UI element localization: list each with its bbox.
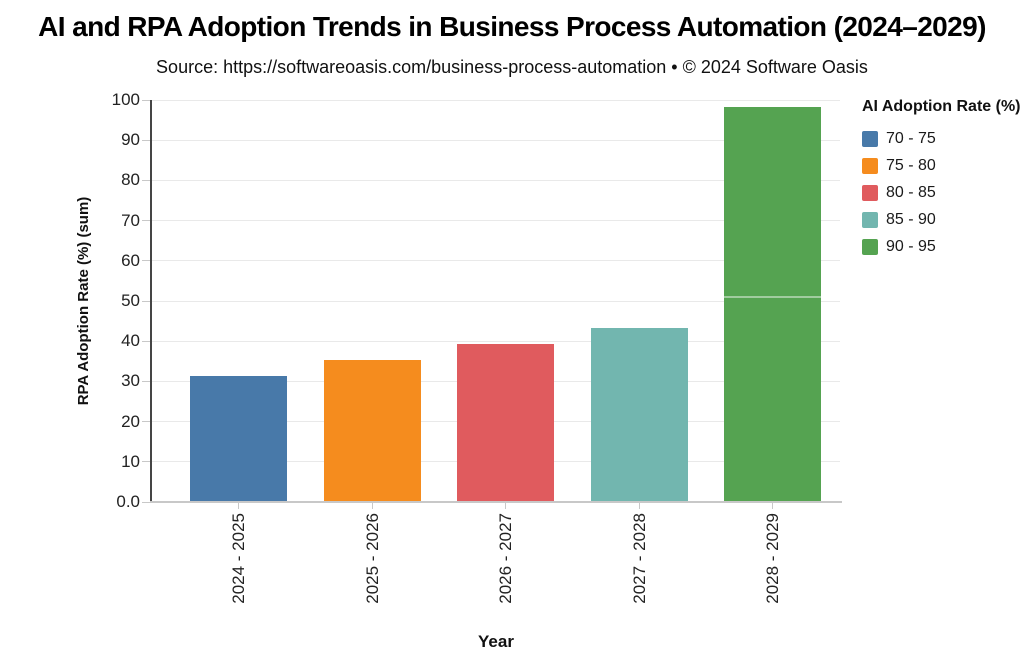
- gridline-50: [152, 300, 840, 302]
- x-tick-label: 2026 - 2027: [496, 513, 588, 604]
- x-tick-label-text: 2027 - 2028: [629, 513, 649, 604]
- bar-2027-2028: [590, 328, 688, 501]
- y-tick-mark: [142, 139, 150, 141]
- y-tick-label: 80: [121, 170, 140, 190]
- gridline-100: [152, 99, 840, 101]
- gridline-90: [152, 139, 840, 141]
- y-tick-label: 70: [121, 210, 140, 230]
- legend: AI Adoption Rate (%) 70 - 75 75 - 80 80 - …: [862, 98, 1022, 260]
- x-tick-label-text: 2025 - 2026: [362, 513, 382, 604]
- legend-items: 70 - 75 75 - 80 80 - 85 85 - 90 90 - 95: [862, 125, 1022, 260]
- gridline-60: [152, 260, 840, 262]
- gridline-70: [152, 220, 840, 222]
- y-tick-mark: [142, 260, 150, 262]
- y-tick-mark: [142, 300, 150, 302]
- plot-area: 100 90 80 70 60 50 40 30 20 10 0.0 2024 - 2025 2025 …: [112, 90, 842, 604]
- y-tick-label: 10: [121, 451, 140, 471]
- y-tick-mark: [142, 421, 150, 423]
- x-tick-label: 2024 - 2025: [229, 513, 321, 604]
- y-axis-line: [150, 100, 152, 502]
- bar-segment-divider: [724, 295, 821, 298]
- x-tick-label-text: 2028 - 2029: [763, 513, 782, 604]
- gridline-40: [152, 340, 840, 342]
- y-axis-title-text: RPA Adoption Rate (%) (sum): [75, 196, 92, 406]
- x-tick-mark: [638, 502, 640, 509]
- legend-entry: 80 - 85: [862, 179, 1022, 206]
- bar-2026-2027: [457, 344, 554, 501]
- x-tick-mark: [772, 502, 773, 509]
- bar-2025-2026: [323, 360, 421, 501]
- legend-swatch: [862, 238, 878, 255]
- y-tick-label: 50: [121, 291, 140, 310]
- y-tick-mark: [142, 380, 150, 382]
- legend-swatch: [862, 157, 878, 174]
- legend-swatch: [862, 130, 878, 147]
- legend-entry: 90 - 95: [862, 233, 1022, 260]
- x-tick-mark: [371, 502, 373, 509]
- x-tick-mark: [238, 502, 239, 509]
- legend-entry-label: 85 - 90: [886, 210, 936, 228]
- legend-entry: 75 - 80: [862, 152, 1022, 179]
- legend-swatch: [862, 211, 878, 228]
- legend-entry: 70 - 75: [862, 125, 1022, 152]
- y-tick-mark: [142, 220, 150, 222]
- x-tick-label: 2028 - 2029: [763, 513, 855, 604]
- legend-entry-label: 75 - 80: [886, 156, 936, 174]
- y-tick-label: 0.0: [116, 492, 140, 511]
- bar-2024-2025: [190, 376, 287, 501]
- x-tick-label: 2025 - 2026: [363, 513, 455, 604]
- x-tick-label-text: 2024 - 2025: [229, 513, 248, 604]
- y-tick-mark: [142, 179, 150, 181]
- chart-subtitle: Source: https://softwareoasis.com/busine…: [156, 57, 868, 77]
- y-tick-label: 100: [111, 90, 140, 109]
- y-tick-mark: [142, 501, 150, 503]
- bar-2028-2029: [724, 107, 821, 501]
- y-tick-mark: [142, 340, 150, 342]
- x-tick-label-text: 2026 - 2027: [496, 513, 515, 604]
- x-axis-title: Year: [478, 632, 514, 651]
- y-tick-label: 20: [121, 411, 140, 431]
- y-tick-label: 60: [121, 250, 140, 270]
- y-tick-label: 30: [121, 371, 140, 391]
- gridline-80: [152, 179, 840, 181]
- y-tick-label: 90: [121, 130, 140, 150]
- y-tick-mark: [142, 99, 150, 101]
- x-tick-label: 2027 - 2028: [630, 513, 722, 604]
- chart-title: AI and RPA Adoption Trends in Business P…: [38, 11, 986, 42]
- legend-entry: 85 - 90: [862, 206, 1022, 233]
- legend-swatch: [862, 184, 878, 201]
- legend-entry-label: 80 - 85: [886, 183, 936, 201]
- y-tick-mark: [142, 461, 150, 463]
- x-tick-mark: [505, 502, 506, 509]
- x-axis-line: [150, 501, 842, 503]
- legend-entry-label: 70 - 75: [886, 129, 936, 147]
- legend-title: AI Adoption Rate (%): [862, 98, 1021, 115]
- y-tick-label: 40: [121, 331, 140, 351]
- legend-entry-label: 90 - 95: [886, 237, 936, 255]
